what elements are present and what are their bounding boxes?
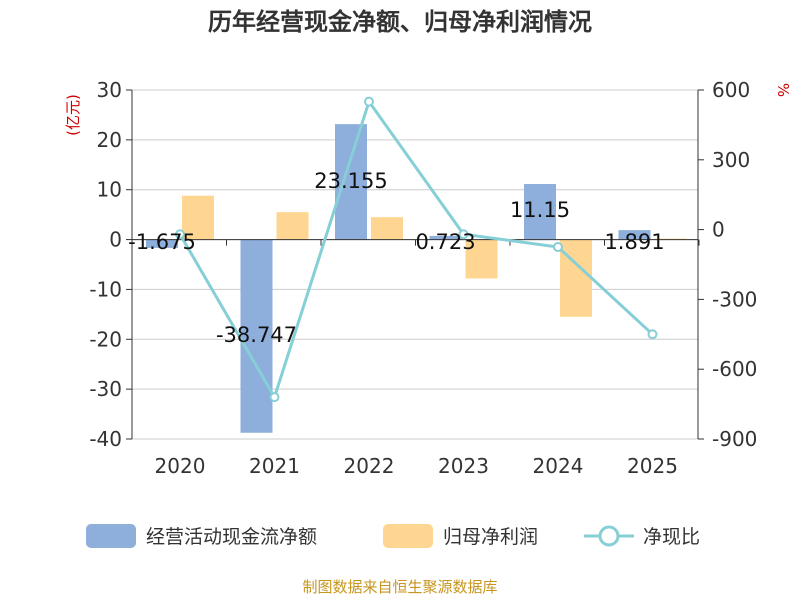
left-tick-label: 30 <box>97 78 122 102</box>
right-tick-label: 600 <box>712 78 750 102</box>
ratio-point <box>269 392 280 403</box>
bar-profit <box>371 217 403 240</box>
x-tick-label: 2021 <box>249 454 300 478</box>
left-tick-label: -40 <box>89 427 122 451</box>
bar-value-labels: -1.675 -38.747 23.155 0.723 11.15 1.891 <box>128 169 664 347</box>
bar-value-label: 23.155 <box>314 169 387 193</box>
legend-label-ratio: 净现比 <box>643 526 700 548</box>
right-tick-label: 0 <box>712 218 725 242</box>
x-tick-label: 2025 <box>627 454 678 478</box>
bar-value-label: 1.891 <box>604 230 664 254</box>
ratio-point <box>175 229 185 240</box>
bar-cashflow <box>240 239 273 433</box>
ratio-line-group <box>175 96 658 403</box>
bar-cashflow <box>618 230 651 240</box>
ratio-point <box>364 96 374 107</box>
legend-swatch-cashflow <box>86 524 136 548</box>
bar-value-label: -38.747 <box>216 323 297 347</box>
bar-cashflow <box>524 183 556 240</box>
right-axis-ticks: 600 300 0 -300 -600 -900 <box>698 78 757 451</box>
ratio-point <box>458 229 469 240</box>
axes <box>131 90 700 439</box>
bar-value-label: -1.675 <box>128 230 196 254</box>
bar-profit <box>560 239 592 317</box>
left-tick-label: -20 <box>89 327 122 351</box>
right-tick-label: 300 <box>712 148 750 172</box>
chart-title: 历年经营现金净额、归母净利润情况 <box>208 8 592 36</box>
bar-cashflow <box>429 235 462 240</box>
right-tick-label: -300 <box>712 287 757 311</box>
left-tick-label: 10 <box>97 178 122 202</box>
right-tick-label: -600 <box>712 357 757 381</box>
bar-value-label: 0.723 <box>415 230 475 254</box>
ratio-point <box>553 242 563 253</box>
ratio-line <box>178 98 654 401</box>
left-tick-label: -30 <box>89 377 122 401</box>
gridlines <box>132 89 698 440</box>
bar-profit <box>465 239 498 279</box>
ratio-point <box>647 329 658 340</box>
legend: 经营活动现金流净额 归母净利润 净现比 <box>86 524 700 548</box>
right-tick-label: -900 <box>712 427 757 451</box>
x-tick-label: 2022 <box>344 454 395 478</box>
left-tick-label: 0 <box>109 228 122 252</box>
bar-profit <box>276 212 309 240</box>
legend-label-cashflow: 经营活动现金流净额 <box>146 526 317 548</box>
left-tick-label: -10 <box>89 277 122 301</box>
legend-marker-ratio <box>598 525 620 547</box>
x-tick-label: 2024 <box>533 454 584 478</box>
left-axis-unit: (亿元) <box>64 94 82 136</box>
bar-profit <box>182 195 214 240</box>
footer-source: 制图数据来自恒生聚源数据库 <box>302 578 497 596</box>
x-tick-label: 2020 <box>155 454 206 478</box>
x-tick-label: 2023 <box>438 454 489 478</box>
bar-value-label: 11.15 <box>510 198 570 222</box>
bar-cashflow <box>335 124 367 240</box>
bar-cashflow <box>146 239 178 248</box>
legend-label-profit: 归母净利润 <box>443 526 538 548</box>
bars-group <box>146 124 687 433</box>
right-axis-unit: % <box>774 83 792 97</box>
x-axis-labels: 2020 2021 2022 2023 2024 2025 <box>155 454 678 478</box>
legend-swatch-profit <box>383 524 433 548</box>
left-tick-label: 20 <box>97 128 122 152</box>
left-axis-ticks: 30 20 10 0 -10 -20 -30 -40 <box>89 78 132 451</box>
